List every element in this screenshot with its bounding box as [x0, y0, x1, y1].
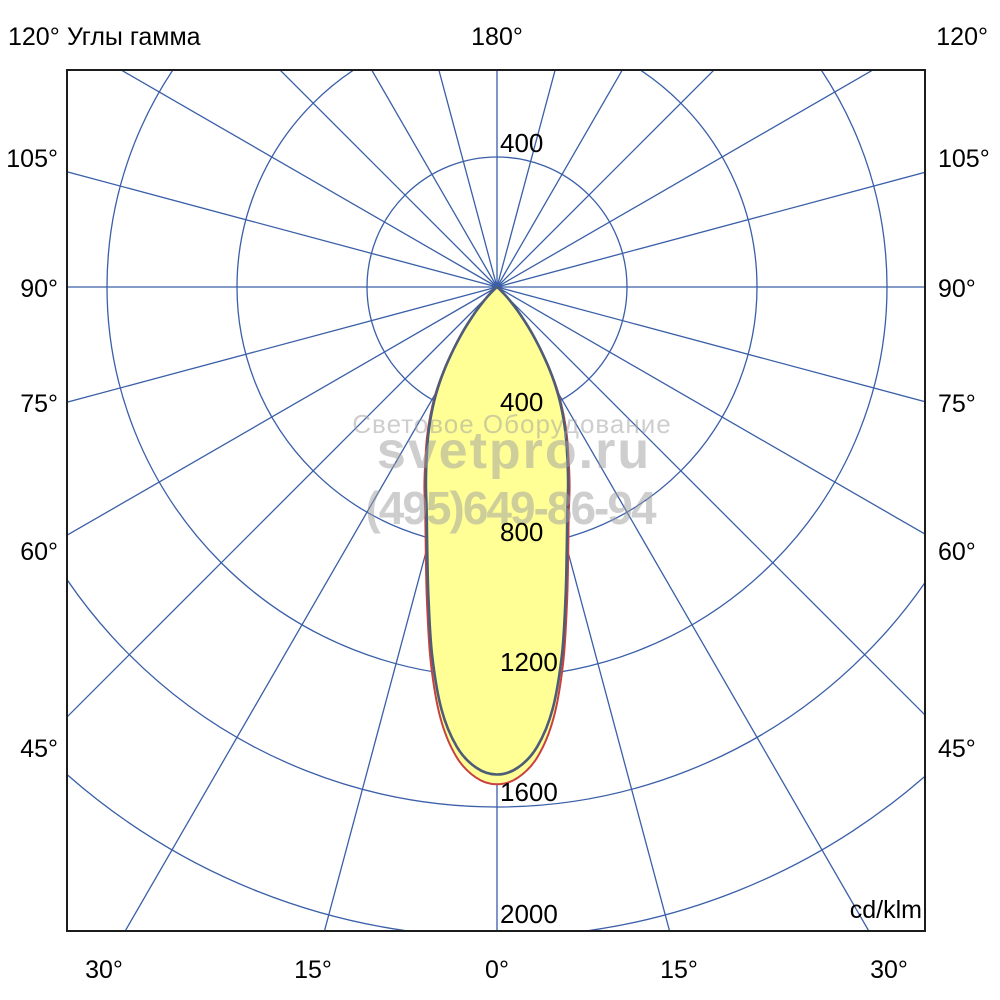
ray-line	[68, 286, 498, 403]
unit-label: cd/klm	[850, 896, 922, 924]
gamma-angle-label-left: 90°	[20, 275, 58, 303]
watermark-site: svetpro.ru	[377, 422, 651, 480]
gamma-angle-label-right: 60°	[938, 538, 976, 566]
plot-frame	[66, 69, 926, 932]
gamma-angle-label-bottom: 0°	[485, 956, 509, 984]
ray-line	[280, 71, 498, 288]
ray-line	[68, 171, 498, 288]
ray-line	[125, 286, 498, 930]
gamma-angle-label-right: 105°	[938, 145, 990, 173]
gamma-angle-label-bottom: 15°	[294, 956, 332, 984]
ray-line	[496, 171, 924, 288]
intensity-lobe	[423, 285, 571, 786]
gamma-angle-label-bottom: 30°	[85, 956, 123, 984]
ray-line	[496, 286, 924, 535]
ray-line	[496, 71, 873, 288]
watermark-company: Световое Оборудование	[352, 409, 671, 439]
gamma-angle-label-bottom: 30°	[870, 956, 908, 984]
gamma-angle-labels: 105° 90° 75° 60° 45° 105° 90° 75° 60° 45° 30° 15° 0°…	[6, 145, 989, 984]
chart-title: Углы гамма	[67, 23, 201, 51]
ray-line	[438, 71, 498, 288]
gamma-angle-label-right: 75°	[938, 390, 976, 418]
radial-tick-label: 400	[500, 128, 543, 158]
gamma-label-top-left: 120°	[8, 23, 60, 51]
ray-line	[68, 286, 498, 536]
lobe-c90-c270	[424, 285, 570, 776]
radial-tick-label: 400	[500, 387, 543, 417]
ray-line	[496, 286, 924, 403]
gamma-angle-label-left: 75°	[20, 390, 58, 418]
ray-line	[68, 286, 498, 717]
ray-line	[496, 71, 623, 288]
gamma-angle-label-left: 105°	[6, 145, 58, 173]
radial-tick-label: 1600	[500, 777, 558, 807]
ray-line	[496, 71, 556, 288]
ray-line	[371, 71, 498, 288]
gamma-label-top-right: 120°	[936, 23, 988, 51]
ray-line	[496, 286, 924, 715]
ray-line	[496, 286, 869, 930]
ray-line	[121, 71, 498, 288]
radial-tick-label: 2000	[500, 899, 558, 929]
ray-line	[496, 71, 714, 288]
radial-tick-labels: 400 800 1200 1600 2000 400	[500, 128, 558, 929]
watermark: Световое Оборудование svetpro.ru (495)64…	[352, 409, 671, 534]
gamma-angle-label-left: 60°	[20, 538, 58, 566]
radial-tick-label: 800	[500, 517, 543, 547]
watermark-phone: (495)649-86-94	[365, 482, 657, 534]
gamma-angle-label-right: 45°	[938, 735, 976, 763]
gamma-angle-label-left: 45°	[20, 735, 58, 763]
gamma-label-top-center: 180°	[471, 23, 523, 51]
gamma-angle-label-bottom: 15°	[660, 956, 698, 984]
gamma-angle-label-right: 90°	[938, 275, 976, 303]
radial-tick-label: 1200	[500, 647, 558, 677]
